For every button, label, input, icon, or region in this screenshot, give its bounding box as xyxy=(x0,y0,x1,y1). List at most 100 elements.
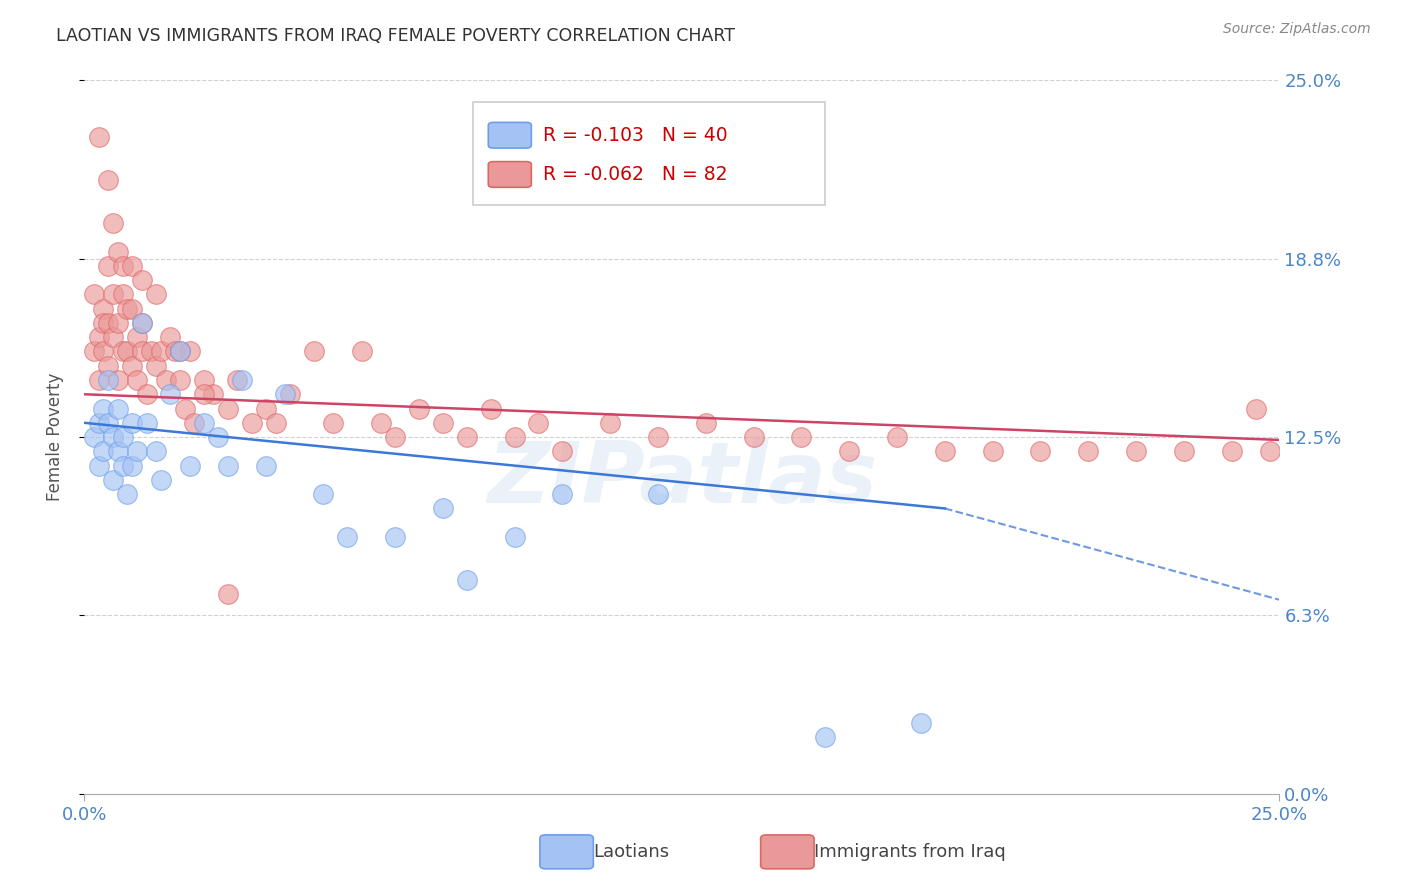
Point xyxy=(886,430,908,444)
Point xyxy=(179,458,201,473)
Point xyxy=(107,401,129,416)
Point xyxy=(107,244,129,259)
Point xyxy=(981,444,1004,458)
Point xyxy=(117,301,139,316)
Point xyxy=(121,416,143,430)
Point xyxy=(1258,444,1281,458)
Text: LAOTIAN VS IMMIGRANTS FROM IRAQ FEMALE POVERTY CORRELATION CHART: LAOTIAN VS IMMIGRANTS FROM IRAQ FEMALE P… xyxy=(56,27,735,45)
Point xyxy=(117,344,139,359)
Point xyxy=(274,387,297,401)
Point xyxy=(312,487,335,501)
Text: Laotians: Laotians xyxy=(593,843,669,861)
Point xyxy=(169,373,191,387)
Point xyxy=(83,344,105,359)
Point xyxy=(647,430,669,444)
Point xyxy=(814,730,837,744)
Point xyxy=(145,287,167,301)
Point xyxy=(695,416,717,430)
Point xyxy=(456,573,478,587)
Point xyxy=(121,259,143,273)
Point xyxy=(503,430,526,444)
Point xyxy=(97,416,120,430)
Point xyxy=(83,287,105,301)
Point xyxy=(647,487,669,501)
Point xyxy=(1220,444,1243,458)
Point xyxy=(111,344,134,359)
Point xyxy=(302,344,325,359)
Point xyxy=(121,359,143,373)
Point xyxy=(83,430,105,444)
Point xyxy=(111,458,134,473)
Point xyxy=(87,458,110,473)
Point xyxy=(207,430,229,444)
Point xyxy=(169,344,191,359)
Point xyxy=(145,444,167,458)
Point xyxy=(107,316,129,330)
Point xyxy=(125,373,148,387)
Point xyxy=(111,287,134,301)
Point xyxy=(254,401,277,416)
Point xyxy=(107,373,129,387)
Text: Immigrants from Iraq: Immigrants from Iraq xyxy=(814,843,1005,861)
Point xyxy=(131,316,153,330)
Point xyxy=(101,287,124,301)
Text: R = -0.062   N = 82: R = -0.062 N = 82 xyxy=(543,165,728,184)
Point xyxy=(97,316,120,330)
Point xyxy=(934,444,956,458)
Point xyxy=(101,430,124,444)
Point xyxy=(322,416,344,430)
Point xyxy=(97,173,120,187)
Point xyxy=(503,530,526,544)
Point xyxy=(149,344,172,359)
Point xyxy=(254,458,277,473)
Text: ZIPatlas: ZIPatlas xyxy=(486,438,877,522)
Point xyxy=(240,416,263,430)
Point xyxy=(131,273,153,287)
Point xyxy=(121,458,143,473)
Point xyxy=(87,373,110,387)
Point xyxy=(93,444,115,458)
Point xyxy=(169,344,191,359)
Point xyxy=(370,416,392,430)
Point xyxy=(432,416,454,430)
Point xyxy=(97,259,120,273)
Point xyxy=(1173,444,1195,458)
Point xyxy=(910,715,932,730)
FancyBboxPatch shape xyxy=(488,122,531,148)
Point xyxy=(551,444,574,458)
Point xyxy=(125,330,148,344)
Point xyxy=(456,430,478,444)
Point xyxy=(155,373,177,387)
Point xyxy=(131,344,153,359)
Point xyxy=(384,430,406,444)
Point xyxy=(226,373,249,387)
Point xyxy=(350,344,373,359)
Point xyxy=(87,416,110,430)
Point xyxy=(159,387,181,401)
Point xyxy=(193,387,215,401)
Point xyxy=(217,458,239,473)
Text: R = -0.103   N = 40: R = -0.103 N = 40 xyxy=(543,126,728,145)
Point xyxy=(838,444,860,458)
Point xyxy=(336,530,359,544)
Point xyxy=(111,430,134,444)
Point xyxy=(193,416,215,430)
Point xyxy=(790,430,813,444)
Point xyxy=(121,301,143,316)
Point xyxy=(217,401,239,416)
Point xyxy=(93,316,115,330)
Point xyxy=(384,530,406,544)
Point xyxy=(264,416,287,430)
Point xyxy=(202,387,225,401)
Point xyxy=(183,416,205,430)
Point xyxy=(1125,444,1147,458)
Point xyxy=(97,373,120,387)
Point xyxy=(101,216,124,230)
Point xyxy=(135,387,157,401)
Point xyxy=(101,330,124,344)
Point xyxy=(97,359,120,373)
Point xyxy=(87,330,110,344)
Point xyxy=(87,130,110,145)
Point xyxy=(165,344,187,359)
Point xyxy=(1029,444,1052,458)
